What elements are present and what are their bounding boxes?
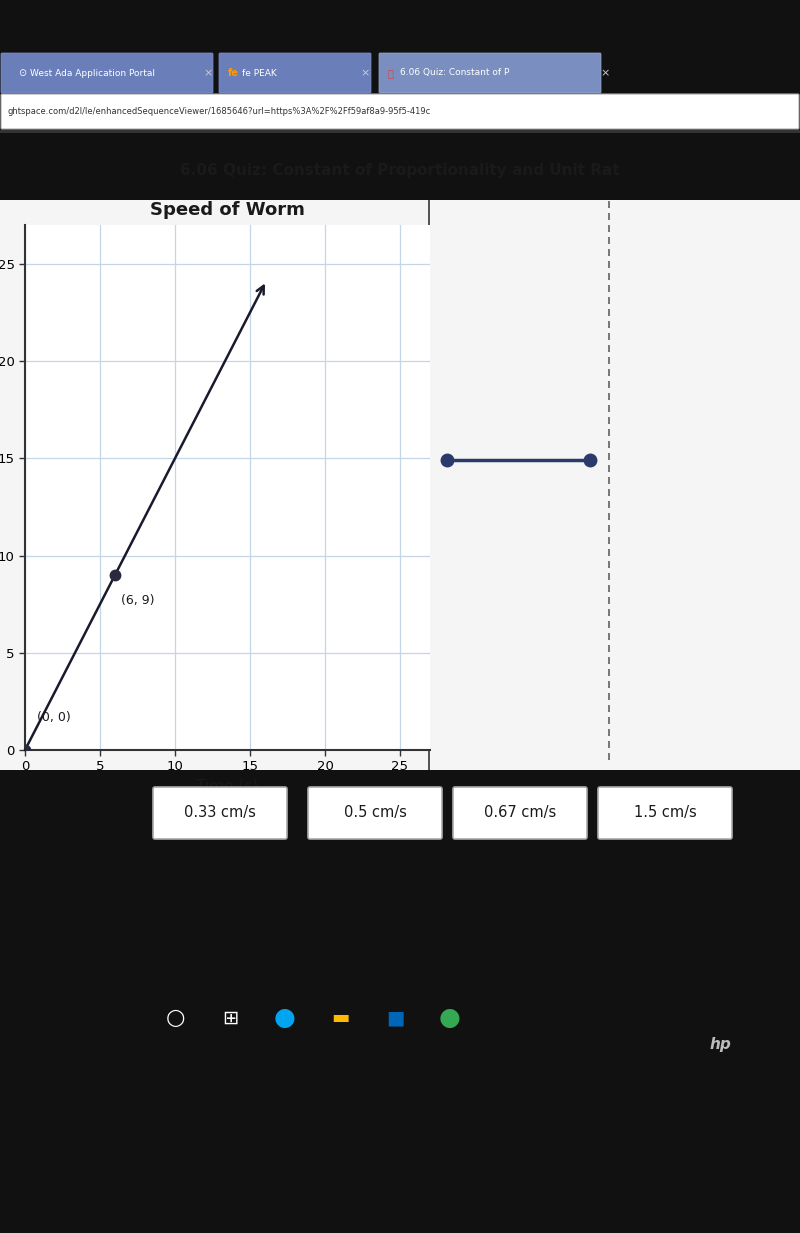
Bar <box>608 538 610 544</box>
Bar <box>608 645 610 652</box>
Text: (0, 0): (0, 0) <box>37 711 70 724</box>
Bar <box>608 465 610 472</box>
Bar <box>608 693 610 700</box>
X-axis label: Time (s): Time (s) <box>197 779 258 794</box>
FancyBboxPatch shape <box>379 53 601 92</box>
Text: 1.5 cm/s: 1.5 cm/s <box>634 805 696 820</box>
Bar <box>608 573 610 580</box>
Text: ■: ■ <box>386 1009 404 1027</box>
Bar <box>608 633 610 640</box>
Bar <box>608 417 610 424</box>
Bar <box>608 249 610 256</box>
Bar <box>608 404 610 412</box>
Bar <box>608 261 610 268</box>
Bar <box>608 609 610 616</box>
Text: ⊞: ⊞ <box>222 1009 238 1027</box>
Title: Speed of Worm: Speed of Worm <box>150 201 305 219</box>
Bar <box>608 525 610 531</box>
Bar <box>608 321 610 328</box>
Text: ghtspace.com/d2l/le/enhancedSequenceViewer/1685646?url=https%3A%2F%2Ff59af8a9-95: ghtspace.com/d2l/le/enhancedSequenceView… <box>8 107 431 116</box>
Bar <box>608 584 610 592</box>
FancyBboxPatch shape <box>1 94 799 129</box>
FancyBboxPatch shape <box>1 53 213 92</box>
Bar <box>608 345 610 351</box>
Bar <box>608 741 610 748</box>
Text: ×: × <box>600 68 610 78</box>
Bar <box>608 549 610 556</box>
Bar <box>608 621 610 628</box>
Bar <box>608 429 610 436</box>
Text: ●: ● <box>274 1006 296 1030</box>
Bar <box>608 705 610 711</box>
FancyBboxPatch shape <box>219 53 371 92</box>
Text: 6.06 Quiz: Constant of P: 6.06 Quiz: Constant of P <box>400 69 510 78</box>
FancyBboxPatch shape <box>453 787 587 838</box>
Bar <box>608 309 610 316</box>
Bar <box>608 237 610 244</box>
Bar <box>608 213 610 219</box>
Bar <box>0 129 800 133</box>
Bar <box>608 477 610 485</box>
Bar <box>608 333 610 340</box>
Bar <box>608 285 610 292</box>
Bar <box>608 729 610 736</box>
Bar <box>608 453 610 460</box>
Text: ⊙: ⊙ <box>18 68 26 78</box>
Text: ×: × <box>203 68 213 78</box>
Bar <box>608 597 610 604</box>
Text: West Ada Application Portal: West Ada Application Portal <box>30 69 155 78</box>
Text: ⑬: ⑬ <box>388 68 394 78</box>
Bar <box>608 381 610 388</box>
Bar <box>608 513 610 520</box>
FancyBboxPatch shape <box>153 787 287 838</box>
Bar <box>608 490 610 496</box>
Bar <box>608 441 610 448</box>
Bar <box>608 657 610 665</box>
Bar <box>428 200 430 769</box>
Bar <box>608 561 610 568</box>
Bar <box>608 670 610 676</box>
Bar <box>608 358 610 364</box>
FancyBboxPatch shape <box>598 787 732 838</box>
Bar <box>608 224 610 232</box>
Text: ○: ○ <box>166 1009 185 1028</box>
Bar <box>608 681 610 688</box>
FancyBboxPatch shape <box>308 787 442 838</box>
Bar <box>608 718 610 724</box>
Text: fe: fe <box>228 68 239 78</box>
Text: 0.33 cm/s: 0.33 cm/s <box>184 805 256 820</box>
Bar <box>608 201 610 208</box>
Bar <box>608 272 610 280</box>
Text: hp: hp <box>709 1037 731 1053</box>
Text: 0.67 cm/s: 0.67 cm/s <box>484 805 556 820</box>
Text: ×: × <box>360 68 370 78</box>
Text: ▬: ▬ <box>331 1009 349 1027</box>
Text: 6.06 Quiz: Constant of Proportionality and Unit Rat: 6.06 Quiz: Constant of Proportionality a… <box>180 163 620 178</box>
Bar <box>608 501 610 508</box>
Text: fe PEAK: fe PEAK <box>242 69 277 78</box>
Bar <box>608 369 610 376</box>
Text: 0.5 cm/s: 0.5 cm/s <box>343 805 406 820</box>
Text: (6, 9): (6, 9) <box>121 594 154 607</box>
Bar <box>608 753 610 760</box>
Bar <box>608 393 610 399</box>
Bar <box>608 297 610 305</box>
Text: ●: ● <box>439 1006 461 1030</box>
